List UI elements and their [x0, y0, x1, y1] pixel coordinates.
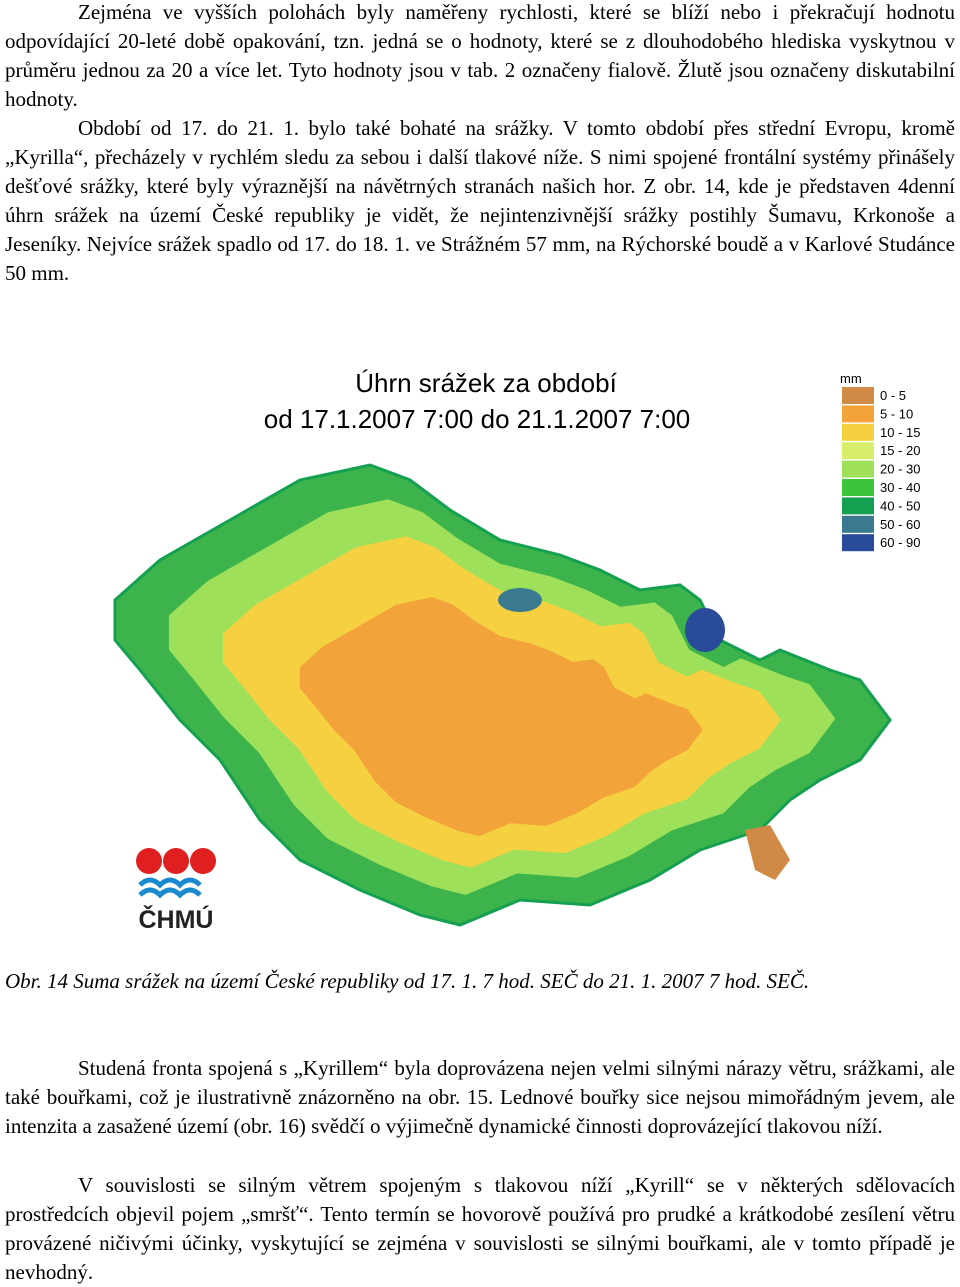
legend-label: 10 - 15	[880, 425, 920, 440]
figure: Úhrn srážek za období od 17.1.2007 7:00 …	[113, 368, 920, 934]
map-title: Úhrn srážek za období	[355, 368, 617, 398]
map-zone	[745, 825, 790, 880]
legend-label: 0 - 5	[880, 388, 906, 403]
logo-text: ČHMÚ	[139, 904, 214, 934]
legend-label: 20 - 30	[880, 462, 920, 477]
legend-swatch	[842, 442, 874, 460]
legend-label: 60 - 90	[880, 535, 920, 550]
legend-swatch	[842, 405, 874, 423]
legend-label: 50 - 60	[880, 517, 920, 532]
map	[113, 463, 892, 927]
legend: 0 - 5 5 - 10 10 - 15 15 - 20 20 - 30 30 - 40 4…	[842, 387, 920, 552]
legend-label: 5 - 10	[880, 406, 913, 421]
legend-swatch	[842, 460, 874, 478]
legend-swatch	[842, 387, 874, 404]
paragraph: Studená fronta spojená s „Kyrillem“ byla…	[5, 1056, 955, 1138]
legend-unit: mm	[840, 371, 862, 386]
map-zone	[299, 597, 703, 837]
logo: ČHMÚ	[136, 848, 216, 934]
caption: Obr. 14 Suma srážek na území České repub…	[5, 969, 810, 993]
paragraph: V souvislosti se silným větrem spojeným …	[5, 1173, 955, 1284]
legend-swatch	[842, 534, 874, 552]
map-zone	[498, 588, 542, 612]
map-zone	[685, 608, 725, 652]
legend-swatch	[842, 423, 874, 441]
paragraph: Období od 17. do 21. 1. bylo také bohaté…	[5, 116, 955, 285]
legend-swatch	[842, 479, 874, 496]
legend-swatch	[842, 515, 874, 533]
map-title: od 17.1.2007 7:00 do 21.1.2007 7:00	[264, 404, 691, 434]
legend-swatch	[842, 497, 874, 515]
legend-label: 40 - 50	[880, 498, 920, 513]
legend-label: 15 - 20	[880, 443, 920, 458]
paragraph: Zejména ve vyšších polohách byly naměřen…	[5, 0, 955, 111]
legend-label: 30 - 40	[880, 480, 920, 495]
